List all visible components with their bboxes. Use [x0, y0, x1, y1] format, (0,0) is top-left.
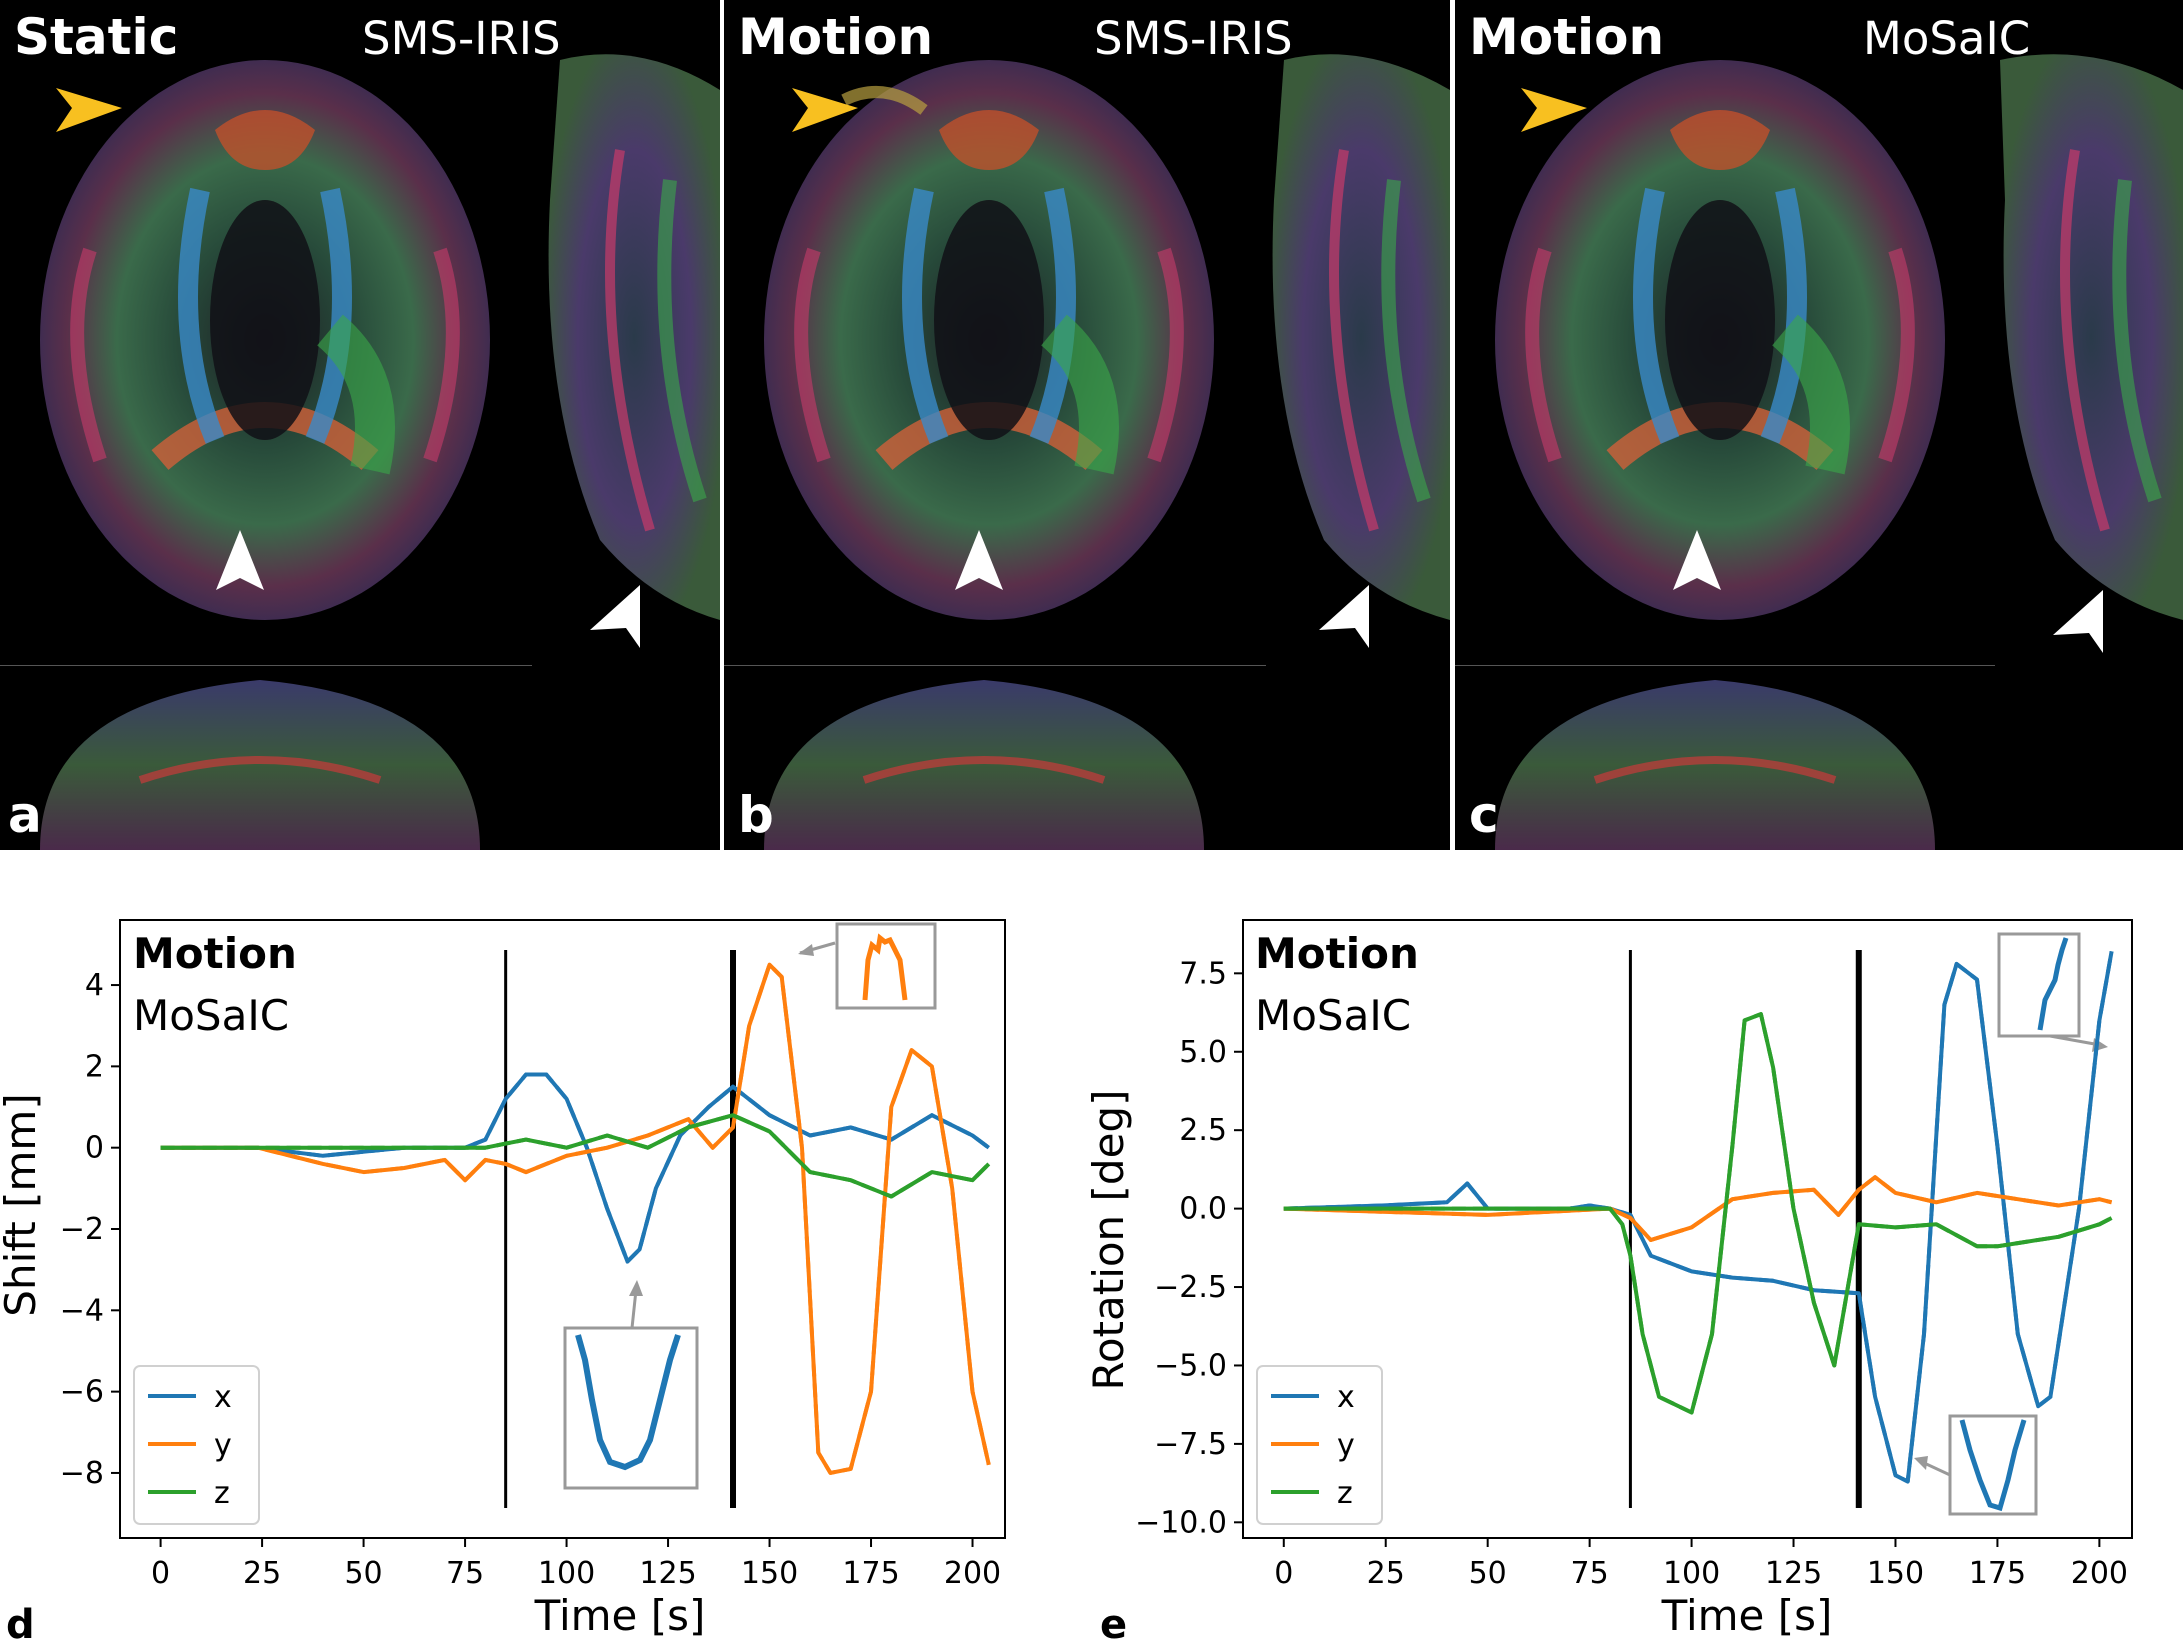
plot-subtitle: MoSaIC [133, 991, 289, 1040]
y-tick-label: −6 [60, 1375, 104, 1410]
axial-view [1495, 60, 1945, 620]
axial-view [40, 60, 490, 620]
series-line-z [1283, 1012, 2113, 1415]
sagittal-view [548, 54, 720, 621]
white-arrowhead-icon [2053, 590, 2103, 653]
axial-view [764, 60, 1214, 620]
yellow-arrowhead-icon [56, 88, 122, 132]
inset-callout [563, 922, 937, 1490]
y-axis-label: Rotation [deg] [1084, 1090, 1133, 1391]
legend-box [133, 1365, 260, 1525]
x-tick-label: 200 [944, 1556, 1001, 1591]
y-tick-label: 5.0 [1179, 1035, 1227, 1070]
y-tick-label: −8 [60, 1456, 104, 1491]
legend-label: x [1337, 1380, 1355, 1415]
white-arrowhead-icon [955, 530, 1003, 590]
coronal-view [764, 680, 1204, 850]
brain-dti-image-b [724, 54, 1450, 850]
x-axis-label: Time [s] [534, 1591, 706, 1640]
panel-title: Static [14, 8, 179, 66]
panel-letter: b [738, 786, 774, 844]
x-tick-label: 125 [639, 1556, 696, 1591]
panel-c: Motion MoSaIC c [1455, 0, 2183, 850]
legend-label: y [214, 1428, 232, 1463]
rotation-plot: e Rotation [deg] Time [s] Motion MoSaIC … [1084, 919, 2133, 1641]
x-tick-label: 175 [1969, 1556, 2026, 1591]
brain-dti-image-a [0, 54, 720, 850]
coronal-view [40, 680, 480, 850]
panel-letter: c [1469, 786, 1499, 844]
y-tick-label: 2.5 [1179, 1113, 1227, 1148]
y-tick-label: 0.0 [1179, 1192, 1227, 1227]
legend-box [1256, 1365, 1383, 1525]
panel-letter: e [1100, 1602, 1127, 1641]
y-tick-label: −10.0 [1135, 1505, 1227, 1540]
y-tick-label: 2 [85, 1049, 104, 1084]
panel-divider [724, 665, 1266, 666]
x-tick-label: 75 [446, 1556, 484, 1591]
white-arrowhead-icon [216, 530, 264, 590]
x-tick-label: 150 [1867, 1556, 1924, 1591]
yellow-arrowhead-icon [1521, 88, 1587, 132]
panel-title: Motion [1469, 8, 1665, 66]
y-tick-label: −4 [60, 1293, 104, 1328]
x-tick-label: 150 [741, 1556, 798, 1591]
series-line-z [160, 1113, 991, 1199]
panel-a: Static SMS-IRIS a [0, 0, 720, 850]
x-tick-label: 200 [2071, 1556, 2128, 1591]
y-tick-label: 7.5 [1179, 956, 1227, 991]
plot-title: Motion [133, 929, 297, 978]
x-tick-label: 125 [1765, 1556, 1822, 1591]
panel-sequence-label: MoSaIC [1863, 12, 2031, 65]
x-axis-label: Time [s] [1661, 1591, 1833, 1640]
panel-letter: d [6, 1602, 35, 1641]
x-tick-label: 0 [151, 1556, 170, 1591]
x-tick-label: 25 [1367, 1556, 1405, 1591]
y-tick-label: −5.0 [1154, 1348, 1227, 1383]
x-tick-label: 25 [243, 1556, 281, 1591]
y-tick-label: −2 [60, 1212, 104, 1247]
inset-callout [1914, 932, 2108, 1516]
white-arrowhead-icon [590, 585, 640, 648]
legend-label: y [1337, 1428, 1355, 1463]
coronal-view [1495, 680, 1935, 850]
white-arrowhead-icon [1673, 530, 1721, 590]
panel-letter: a [8, 786, 42, 844]
y-axis-label: Shift [mm] [0, 1093, 45, 1316]
x-tick-label: 75 [1571, 1556, 1609, 1591]
plot-title: Motion [1255, 929, 1419, 978]
y-tick-label: −7.5 [1154, 1427, 1227, 1462]
plot-subtitle: MoSaIC [1255, 991, 1411, 1040]
shift-plot: d Shift [mm] Time [s] Motion MoSaIC 0 25 5… [0, 919, 1006, 1641]
brain-dti-image-c [1455, 54, 2183, 850]
x-tick-label: 0 [1274, 1556, 1293, 1591]
x-tick-label: 175 [842, 1556, 899, 1591]
panel-divider [1455, 665, 1995, 666]
panel-divider [0, 665, 532, 666]
panel-sequence-label: SMS-IRIS [362, 12, 561, 65]
white-arrowhead-icon [1319, 585, 1369, 648]
sagittal-view [2000, 54, 2183, 621]
panel-b: Motion SMS-IRIS b [724, 0, 1450, 850]
x-tick-label: 50 [344, 1556, 382, 1591]
y-tick-label: −2.5 [1154, 1270, 1227, 1305]
panel-title: Motion [738, 8, 934, 66]
y-tick-label: 0 [85, 1131, 104, 1166]
sagittal-view [1272, 54, 1450, 621]
legend-label: x [214, 1380, 232, 1415]
x-tick-label: 100 [1663, 1556, 1720, 1591]
x-tick-label: 50 [1469, 1556, 1507, 1591]
y-tick-label: 4 [85, 968, 104, 1003]
panel-sequence-label: SMS-IRIS [1094, 12, 1293, 65]
x-tick-label: 100 [538, 1556, 595, 1591]
plot-frame [119, 919, 1006, 1539]
legend-label: z [1337, 1476, 1353, 1511]
legend-label: z [214, 1476, 230, 1511]
yellow-arrowhead-icon [792, 88, 858, 132]
series-line-y [160, 962, 991, 1475]
